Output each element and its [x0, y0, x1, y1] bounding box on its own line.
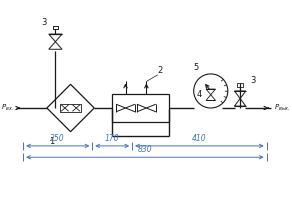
Text: 410: 410: [192, 134, 207, 143]
Text: 250: 250: [51, 134, 65, 143]
Text: 3: 3: [251, 76, 256, 85]
Bar: [53, 25, 58, 29]
Text: 3: 3: [41, 17, 47, 27]
Text: $P_{вх.}$: $P_{вх.}$: [1, 103, 14, 113]
Text: 2: 2: [157, 66, 162, 75]
Text: 1: 1: [49, 137, 54, 146]
Text: 170: 170: [105, 134, 119, 143]
Bar: [112, 94, 169, 122]
Text: 4: 4: [197, 90, 202, 99]
Text: 5: 5: [193, 63, 198, 72]
Text: 830: 830: [138, 145, 152, 154]
Bar: [237, 83, 243, 87]
Text: $P_{вых.}$: $P_{вых.}$: [274, 103, 291, 113]
Bar: [60, 104, 81, 112]
